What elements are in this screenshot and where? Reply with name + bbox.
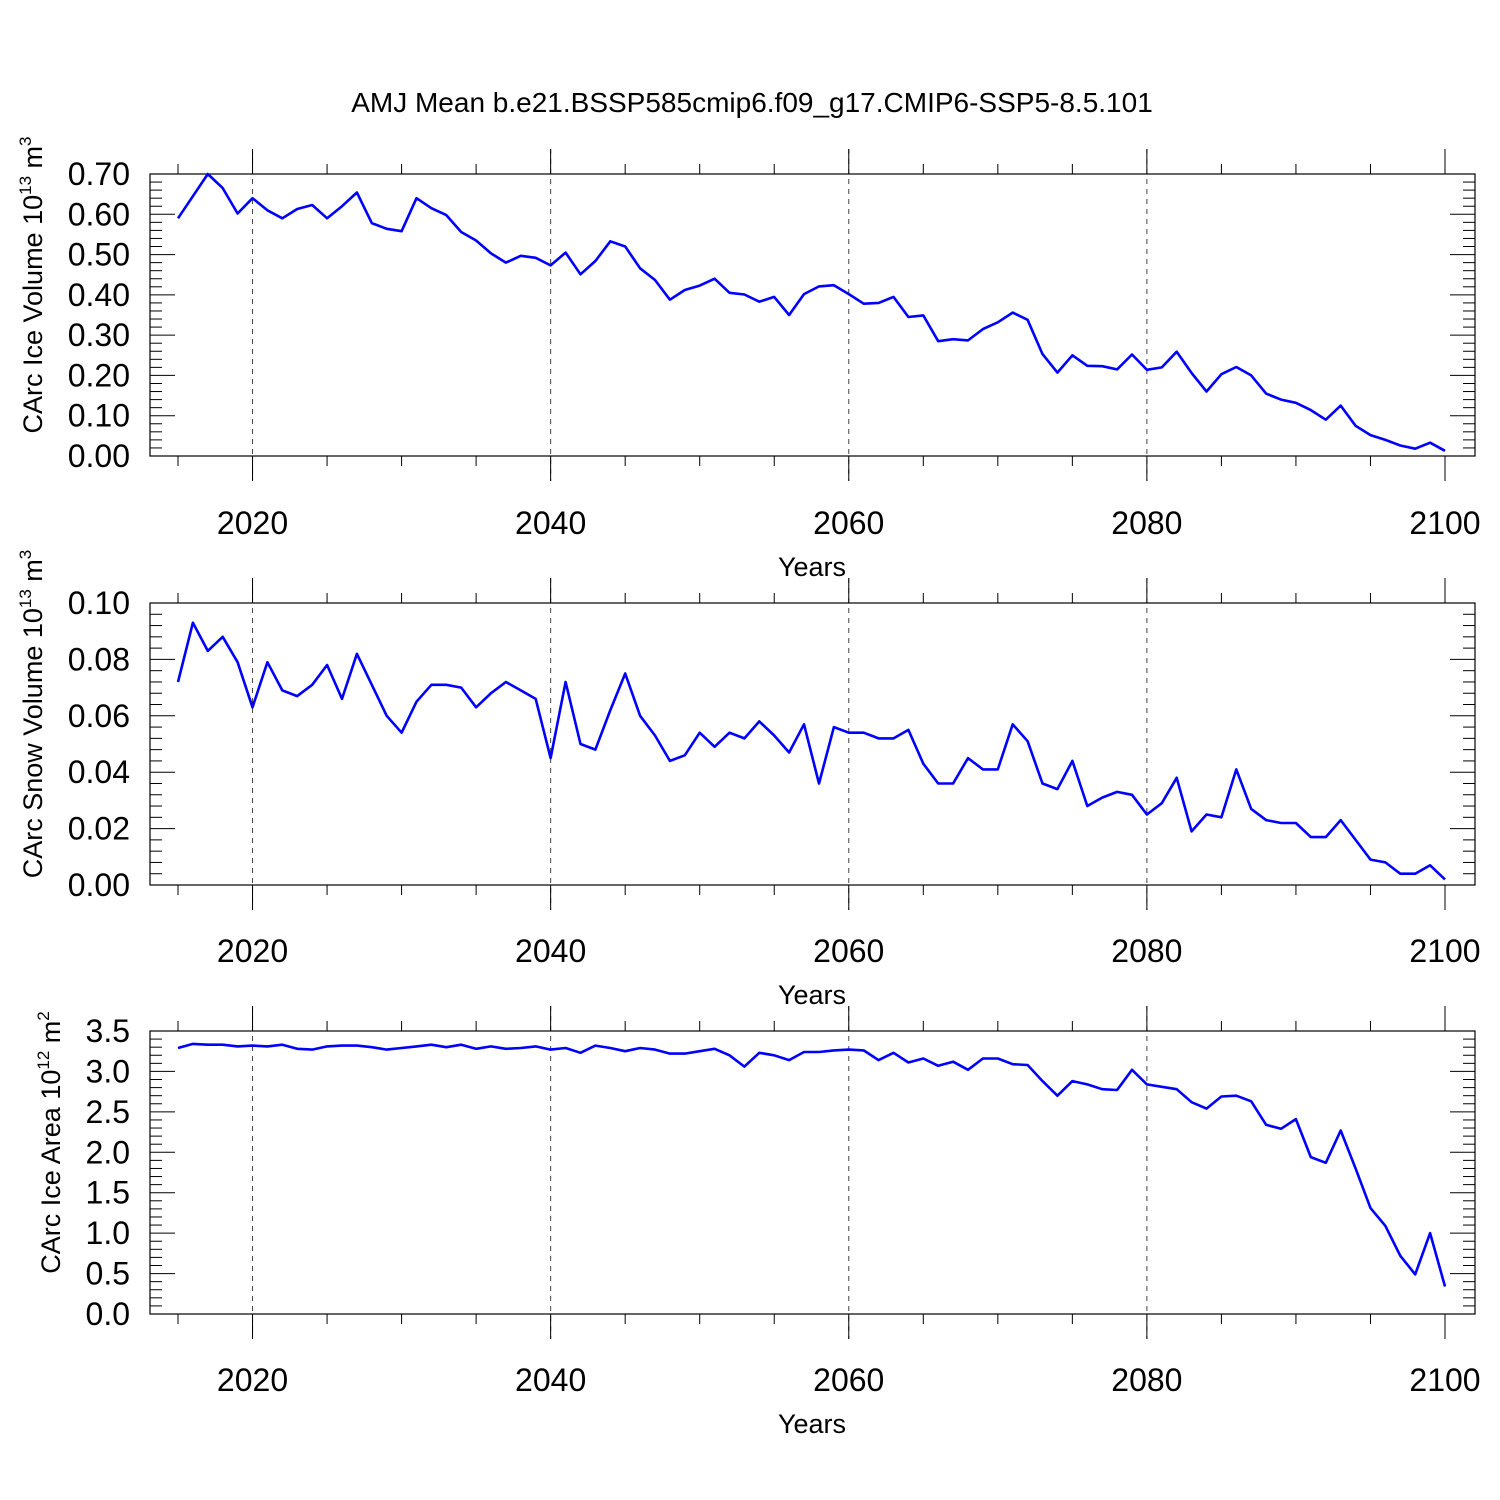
y-tick-label: 2.5 [86,1094,130,1130]
chart-panel-1: 2020 2040 2060 2080 2100 0.00 0.10 0.20 0.30 0.40… [16,136,1481,582]
x-axis-label: Years [778,980,846,1010]
y-axis-label-unit: m [18,559,48,589]
y-tick-label: 0.06 [68,698,130,734]
y-axis-label-unit-exponent: 3 [16,136,35,145]
plot-frame [149,602,1476,886]
x-tick-label: 2060 [813,505,884,541]
chart-panel-2: 2020 2040 2060 2080 2100 0.00 0.02 0.04 0.06 0.08… [16,550,1481,1010]
y-axis-label-exponent: 13 [16,176,35,195]
series-line [177,1042,1447,1287]
y-tick-label: 0.10 [68,398,130,434]
y-axis-label: CArc Ice Area 1012 m2 [34,1011,66,1274]
x-tick-label: 2060 [813,1362,884,1398]
x-tick-label: 2080 [1111,505,1182,541]
y-tick-label: 0.5 [86,1256,130,1292]
x-tick-label: 2020 [217,505,288,541]
plot-frame [149,1030,1476,1315]
x-tick-label: 2060 [813,933,884,969]
y-tick-label: 0.60 [68,196,130,232]
chart-panel-3: 2020 2040 2060 2080 2100 0.0 0.5 1.0 1.5 2.0 2.5 3.… [34,1006,1481,1439]
y-axis-label-unit: m [18,146,48,176]
y-axis-label-unit-exponent: 2 [34,1011,53,1020]
y-tick-label: 0.20 [68,357,130,393]
y-axis-label-unit-exponent: 3 [16,550,35,559]
y-axis-label: CArc Snow Volume 1013 m3 [16,550,48,879]
y-tick-label: 3.5 [86,1013,130,1049]
x-tick-label: 2080 [1111,933,1182,969]
series-line [176,172,1446,452]
y-tick-label: 0.40 [68,277,130,313]
y-axis-label-exponent: 12 [34,1051,53,1070]
figure-title: AMJ Mean b.e21.BSSP585cmip6.f09_g17.CMIP… [351,87,1153,118]
series-line [176,621,1446,881]
y-tick-label: 0.00 [68,438,130,474]
y-tick-label: 1.0 [86,1215,130,1251]
y-tick-label: 0.04 [68,754,130,790]
x-tick-label: 2040 [515,933,586,969]
y-tick-label: 0.08 [68,641,130,677]
y-axis-label-exponent: 13 [16,589,35,608]
y-axis-label-text: CArc Snow Volume 10 [18,608,48,878]
y-tick-label: 2.0 [86,1134,130,1170]
x-tick-label: 2100 [1409,933,1480,969]
panels: 2020 2040 2060 2080 2100 0.00 0.10 0.20 0.30 0.40… [16,136,1481,1439]
x-tick-label: 2020 [217,1362,288,1398]
x-tick-label: 2100 [1409,1362,1480,1398]
x-tick-label: 2040 [515,1362,586,1398]
y-tick-label: 0.02 [68,811,130,847]
y-tick-label: 1.5 [86,1175,130,1211]
x-tick-label: 2020 [217,933,288,969]
y-axis-label-text: CArc Ice Volume 10 [18,195,48,434]
x-tick-label: 2100 [1409,505,1480,541]
y-axis-label-text: CArc Ice Area 10 [36,1070,66,1274]
y-tick-label: 3.0 [86,1053,130,1089]
y-axis-label-unit: m [36,1021,66,1051]
y-tick-label: 0.50 [68,237,130,273]
y-tick-label: 0.70 [68,156,130,192]
y-tick-label: 0.10 [68,585,130,621]
x-axis-label: Years [778,552,846,582]
y-tick-label: 0.30 [68,317,130,353]
y-axis-label: CArc Ice Volume 1013 m3 [16,136,48,433]
plot-frame [149,173,1476,457]
x-axis-label: Years [778,1409,846,1439]
x-tick-label: 2040 [515,505,586,541]
x-tick-label: 2080 [1111,1362,1182,1398]
y-tick-label: 0.00 [68,867,130,903]
y-tick-label: 0.0 [86,1296,130,1332]
